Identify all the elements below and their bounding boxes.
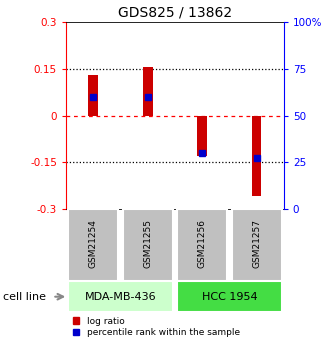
Legend: log ratio, percentile rank within the sample: log ratio, percentile rank within the sa… xyxy=(73,317,240,337)
Bar xyxy=(177,209,227,281)
Text: GSM21255: GSM21255 xyxy=(143,219,152,268)
Text: GSM21256: GSM21256 xyxy=(198,219,207,268)
Bar xyxy=(68,209,118,281)
Bar xyxy=(143,68,152,116)
Bar xyxy=(232,209,281,281)
Bar xyxy=(123,209,173,281)
Title: GDS825 / 13862: GDS825 / 13862 xyxy=(118,6,232,20)
Text: MDA-MB-436: MDA-MB-436 xyxy=(84,292,156,302)
Bar xyxy=(252,116,261,196)
Bar xyxy=(68,281,173,312)
Bar xyxy=(197,116,207,156)
Bar xyxy=(177,281,281,312)
Text: HCC 1954: HCC 1954 xyxy=(202,292,257,302)
Text: GSM21254: GSM21254 xyxy=(89,219,98,268)
Text: GSM21257: GSM21257 xyxy=(252,219,261,268)
Bar xyxy=(88,75,98,116)
Text: cell line: cell line xyxy=(3,292,46,302)
